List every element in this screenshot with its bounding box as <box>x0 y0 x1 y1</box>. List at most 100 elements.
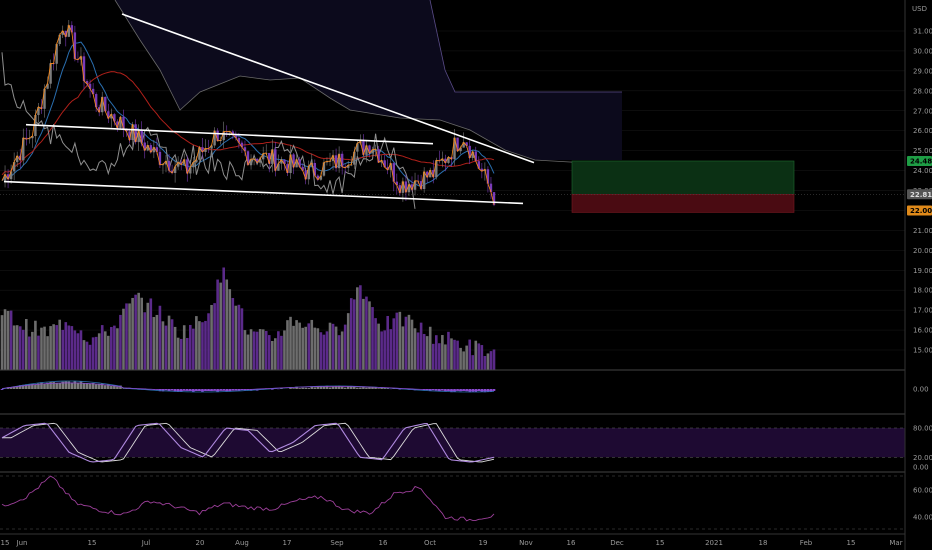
macd-bar <box>40 382 43 389</box>
volume-bar <box>82 340 86 370</box>
candle-body <box>64 30 67 37</box>
trendline-channel-lower <box>3 180 524 205</box>
volume-bar <box>213 303 216 370</box>
candle-body <box>167 161 171 171</box>
candle-body <box>280 159 283 164</box>
volume-bar <box>64 322 68 370</box>
candle-body <box>192 162 195 168</box>
candle-body <box>49 63 52 84</box>
candle-body <box>249 159 253 166</box>
candle-body <box>104 96 107 112</box>
price-tag-bg <box>907 189 932 200</box>
volume-bar <box>359 285 362 370</box>
volume-bar <box>79 330 83 370</box>
macd-bar <box>346 385 350 389</box>
volume-bar <box>46 336 49 370</box>
volume-bar <box>195 316 198 370</box>
volume-bar <box>444 344 447 370</box>
macd-bar <box>70 382 74 389</box>
stochastic-pane[interactable] <box>0 422 905 473</box>
macd-bar <box>12 386 16 389</box>
volume-bar <box>131 297 134 370</box>
candle-body <box>122 116 125 129</box>
macd-bar <box>170 389 174 391</box>
candle-body <box>25 137 28 140</box>
time-tick-label: 16 <box>379 539 388 547</box>
candle-body <box>307 165 310 180</box>
macd-bar <box>295 386 298 389</box>
rsi-pane[interactable] <box>0 475 905 530</box>
candle-body <box>289 154 292 173</box>
volume-bar <box>207 313 210 370</box>
volume-bar <box>225 279 229 370</box>
volume-bar <box>267 335 271 370</box>
price-axis[interactable]: 31.00 30.00 29.00 28.00 27.00 26.00 25.00 24.00… <box>904 0 932 550</box>
macd-bar <box>319 386 323 389</box>
candle-body <box>15 155 19 163</box>
macd-bar <box>116 386 119 389</box>
volume-bar <box>246 334 250 370</box>
candle-body <box>210 145 213 149</box>
loss-zone <box>571 193 795 213</box>
volume-bar <box>24 318 28 370</box>
volume-bar <box>398 311 402 370</box>
volume-bar <box>201 322 204 370</box>
candle-body <box>243 147 247 152</box>
candle-body <box>441 158 444 161</box>
candle-body <box>231 131 235 135</box>
volume-bar <box>431 343 435 370</box>
stoch-tick-label: 20.00 <box>913 454 932 462</box>
trendlines[interactable] <box>3 13 535 205</box>
volume-bar <box>113 325 116 370</box>
candle-body <box>377 149 380 163</box>
price-tag-label: 22.81 <box>910 191 932 199</box>
macd-bar <box>97 383 101 389</box>
macd-bar <box>492 389 496 391</box>
volume-bar <box>70 326 74 370</box>
candle-body <box>395 181 399 186</box>
macd-bar <box>64 381 68 389</box>
volume-bar <box>170 319 174 370</box>
time-axis[interactable]: 15 Jun 15 Jul 20 Aug 17 Sep 16 Oct 19 Nov 16 Dec 15 202… <box>0 533 905 547</box>
volume-bar <box>480 345 484 370</box>
time-tick-label: Jul <box>141 539 151 547</box>
macd-bar <box>298 388 301 389</box>
volume-bar <box>85 341 89 370</box>
macd-bar <box>113 385 116 389</box>
candle-body <box>9 171 13 180</box>
volume-bar <box>416 332 420 370</box>
macd-bar <box>340 386 344 389</box>
candle-body <box>91 88 95 95</box>
candle-body <box>195 159 198 163</box>
volume-bar <box>264 330 268 370</box>
macd-bar <box>21 384 25 389</box>
volume-bar <box>58 319 62 370</box>
candle-body <box>155 147 159 152</box>
volume-bar <box>441 335 444 370</box>
candle-body <box>474 151 477 162</box>
macd-bar <box>213 389 216 391</box>
macd-bar <box>76 382 80 389</box>
price-tick-label: 27.00 <box>913 107 932 115</box>
macd-bar <box>280 388 283 389</box>
price-tick-label: 16.00 <box>913 327 932 335</box>
volume-bar <box>362 298 365 370</box>
candle-body <box>128 131 131 141</box>
time-tick-label: 19 <box>479 539 488 547</box>
macd-pane[interactable] <box>0 380 905 415</box>
volume-bar <box>392 318 396 370</box>
candle-body <box>152 147 156 153</box>
volume-bar <box>346 313 350 370</box>
candle-body <box>61 30 64 35</box>
price-tick-label: 29.00 <box>913 67 932 75</box>
candle-body <box>216 130 219 142</box>
candle-body <box>356 143 359 152</box>
price-pane[interactable] <box>0 0 905 371</box>
candle-body <box>186 159 189 174</box>
candle-body <box>283 159 286 165</box>
macd-bar <box>352 386 356 389</box>
candle-body <box>304 170 307 180</box>
candle-body <box>140 130 143 143</box>
volume-bar <box>328 322 332 370</box>
